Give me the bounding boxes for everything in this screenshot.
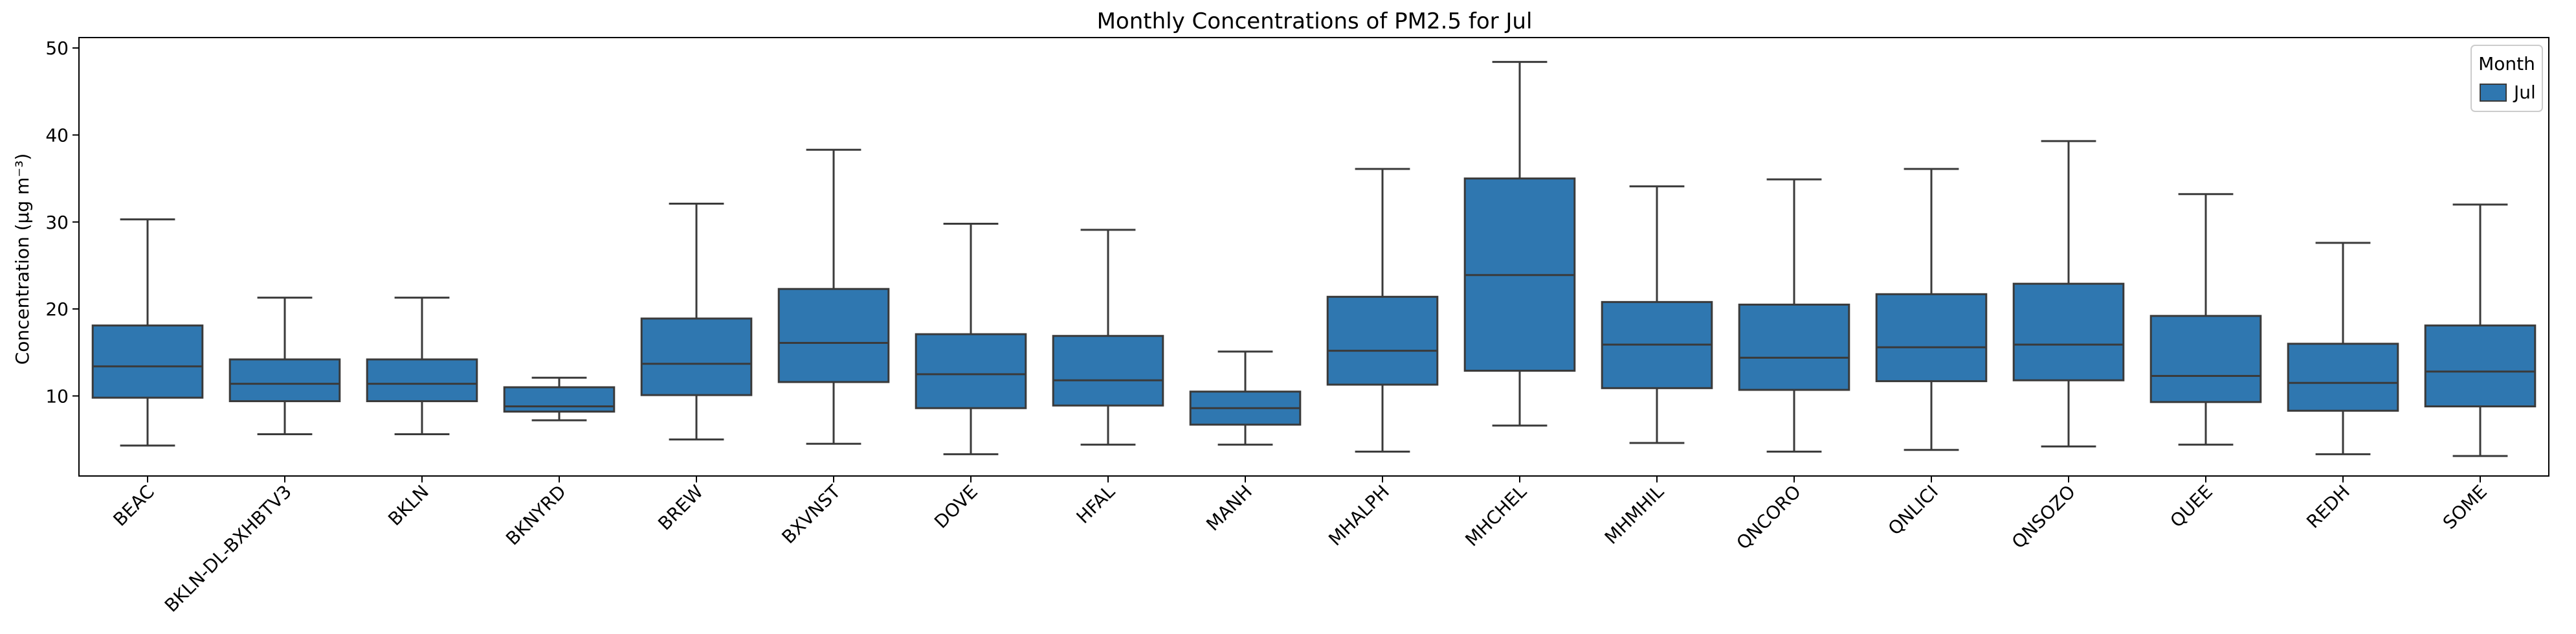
legend-label-jul: Jul (2513, 82, 2536, 103)
box-mhchel (1463, 61, 1576, 427)
box-bkln (366, 297, 478, 436)
x-tick-label: BREW (654, 481, 707, 535)
x-tick-label: MHMHIL (1601, 481, 1668, 548)
box-iqr (2424, 324, 2537, 408)
box-iqr (777, 288, 890, 383)
x-tick-label: HFAL (1072, 481, 1120, 528)
box-iqr (1875, 293, 1988, 383)
x-tick-label: BEAC (109, 481, 158, 530)
box-iqr (1326, 295, 1439, 386)
box-iqr (91, 324, 204, 399)
box-some (2424, 203, 2537, 457)
box-beac (91, 218, 204, 447)
box-iqr (2287, 343, 2399, 412)
box-iqr (640, 317, 753, 396)
y-tick-label: 10 (45, 385, 69, 407)
y-tick-label: 40 (45, 124, 69, 146)
box-brew (640, 203, 753, 441)
box-plot-group (91, 61, 2537, 457)
box-iqr (503, 386, 616, 413)
y-tick-label: 30 (45, 212, 69, 233)
box-bkln-dl-bxhbtv3 (228, 297, 341, 436)
x-tick-label: MANH (1202, 481, 1256, 536)
box-bxvnst (777, 148, 890, 445)
box-qnlici (1875, 168, 1988, 451)
x-tick-label: MHALPH (1324, 481, 1393, 550)
x-tick-label: SOME (2439, 481, 2491, 534)
box-manh (1189, 350, 1302, 446)
box-iqr (2012, 282, 2125, 381)
legend-swatch-jul (2480, 84, 2507, 102)
x-tick-label: BKNYRD (502, 481, 570, 550)
box-quee (2149, 193, 2262, 446)
box-redh (2287, 242, 2399, 455)
x-tick-label: DOVE (930, 481, 982, 533)
x-tick-label: QUEE (2166, 481, 2217, 532)
x-tick-label: MHCHEL (1461, 481, 1531, 550)
box-iqr (228, 358, 341, 402)
box-iqr (915, 333, 1027, 409)
box-mhalph (1326, 168, 1439, 453)
chart-title: Monthly Concentrations of PM2.5 for Jul (1097, 8, 1533, 34)
box-iqr (1738, 303, 1850, 391)
x-axis: BEAC BKLN-DL-BXHBTV3 BKLN BKNYRD BREW BXVNST D… (109, 476, 2491, 617)
box-dove (915, 222, 1027, 455)
y-tick-label: 20 (45, 299, 69, 320)
y-axis: 10 20 30 40 50 (45, 38, 79, 407)
box-iqr (1052, 335, 1164, 407)
box-qncoro (1738, 178, 1850, 453)
legend: Month Jul (2471, 45, 2543, 112)
legend-title: Month (2478, 53, 2535, 74)
box-hfal (1052, 229, 1164, 446)
y-axis-label: Concentration (µg m⁻³) (12, 153, 33, 365)
x-tick-label: QNSOZO (2008, 481, 2080, 553)
x-tick-label: QNLICI (1884, 481, 1942, 539)
y-tick-label: 50 (45, 38, 69, 59)
x-tick-label: BKLN-DL-BXHBTV3 (161, 481, 296, 617)
plot-frame (78, 37, 2549, 477)
x-tick-label: BXVNST (777, 481, 845, 548)
x-tick-label: REDH (2302, 481, 2354, 533)
x-tick-label: BKLN (384, 481, 433, 530)
box-bknyrd (503, 376, 616, 422)
box-qnsozo (2012, 140, 2125, 447)
box-iqr (2149, 315, 2262, 403)
box-mhmhil (1601, 185, 1713, 444)
box-iqr (366, 358, 478, 402)
x-tick-label: QNCORO (1732, 481, 1804, 554)
